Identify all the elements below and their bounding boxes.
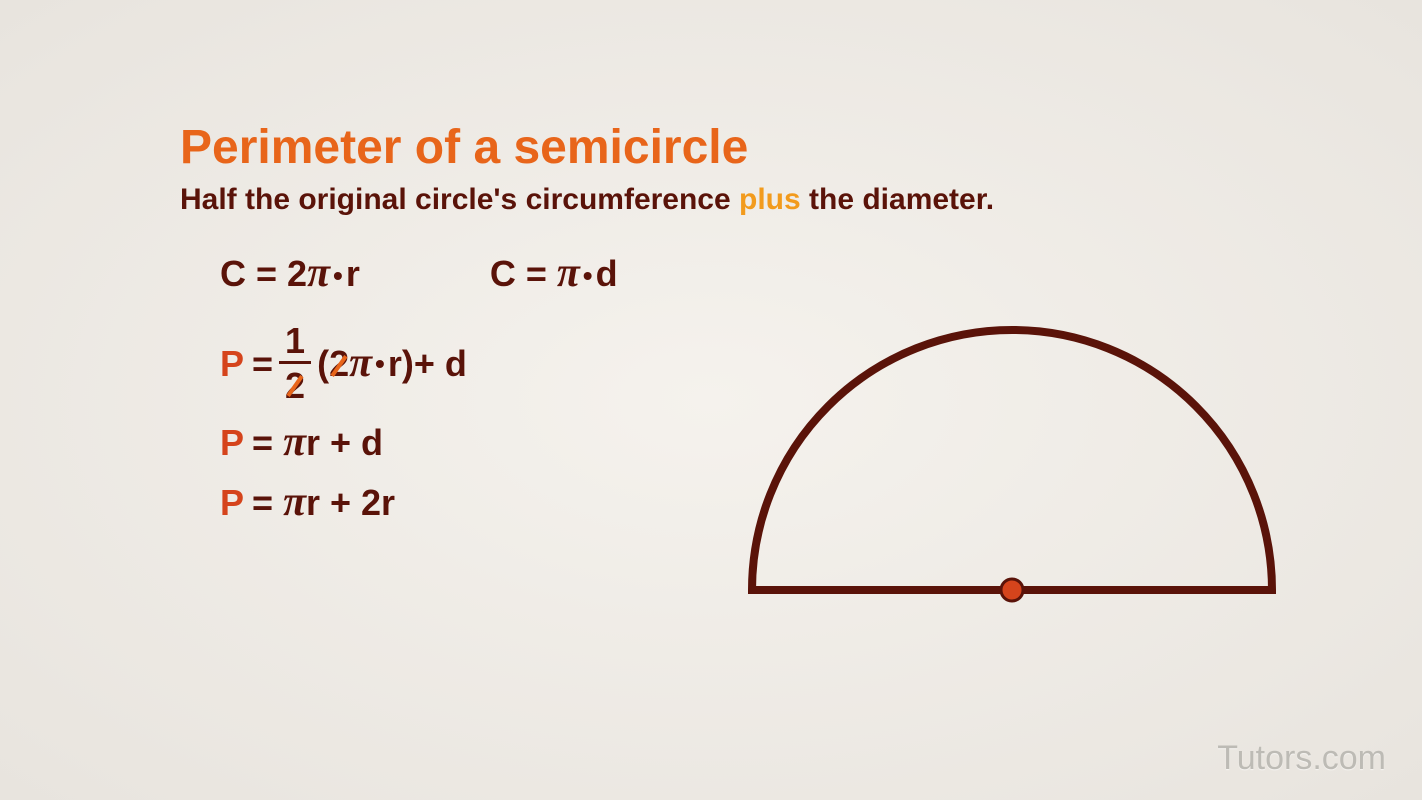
subtitle-pre: Half the original circle's circumference [180,183,739,216]
pi-symbol: π [307,257,330,291]
two: 2 [287,253,307,294]
r-plus-2r: r + 2r [306,482,395,524]
plus-d: + d [414,343,467,385]
p-label-3: P [220,482,244,524]
page-title: Perimeter of a semicircle [180,120,1422,175]
subtitle-accent: plus [739,183,801,216]
pi4: π [283,426,306,460]
formula-c-2pir: C = 2π•r [220,253,360,295]
pi3: π [349,347,372,381]
dot3: • [375,348,385,380]
pi5: π [283,486,306,520]
c-label-2: C [490,253,516,294]
eq4: = [252,422,273,464]
eq3: = [252,343,273,385]
fraction-half: 1 2 [279,323,311,404]
subtitle-post: the diameter. [801,183,994,216]
center-point-icon [1001,579,1023,601]
semicircle-arc [752,330,1272,590]
d: d [596,253,618,294]
eq5: = [252,482,273,524]
c-label: C [220,253,246,294]
pi2: π [557,257,580,291]
frac-num: 1 [279,323,311,364]
r3: r [388,343,402,385]
eq2: = [516,253,557,294]
dot: • [333,260,343,291]
p-label: P [220,343,244,385]
dot2: • [583,260,593,291]
p-label-2: P [220,422,244,464]
semicircle-diagram [732,300,1292,610]
subtitle: Half the original circle's circumference… [180,183,1422,217]
paren-close: ) [402,343,414,385]
frac-den-struck: 2 [285,364,305,404]
r-plus-d: r + d [306,422,383,464]
formula-c-pid: C = π•d [490,253,618,295]
formula-circumference-row: C = 2π•r C = π•d [220,253,1422,295]
two-struck: 2 [329,343,349,385]
r: r [346,253,360,294]
eq: = [246,253,287,294]
paren-open: ( [317,343,329,385]
watermark: Tutors.com [1217,739,1386,778]
